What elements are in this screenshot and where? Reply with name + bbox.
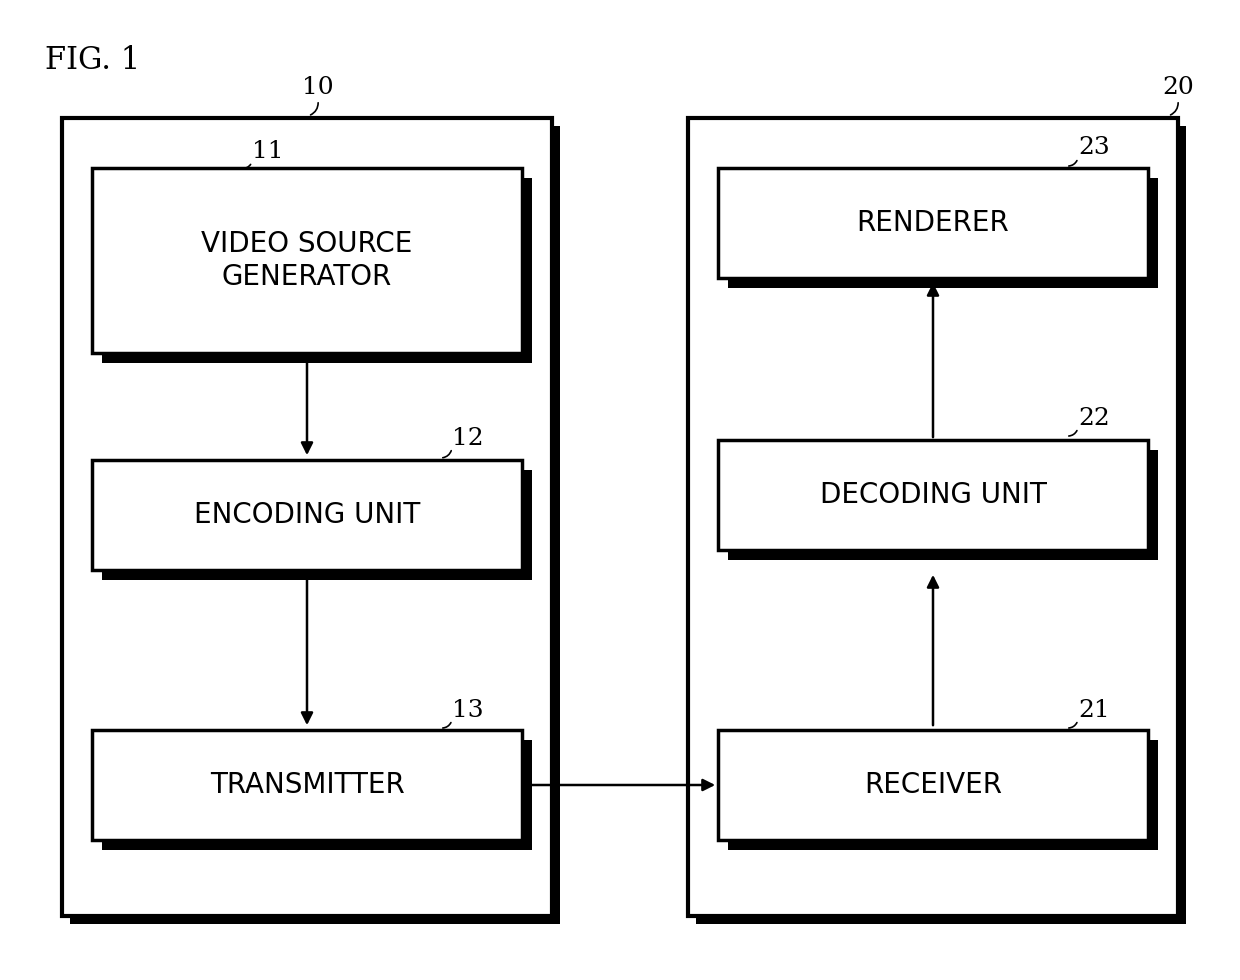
Polygon shape	[728, 178, 1158, 288]
Text: RECEIVER: RECEIVER	[864, 771, 1002, 799]
Polygon shape	[62, 118, 552, 916]
Text: TRANSMITTER: TRANSMITTER	[210, 771, 404, 799]
Polygon shape	[718, 440, 1148, 550]
Polygon shape	[728, 740, 1158, 850]
Text: ENCODING UNIT: ENCODING UNIT	[193, 501, 420, 529]
Polygon shape	[102, 178, 532, 363]
Text: 20: 20	[1162, 76, 1194, 100]
Polygon shape	[92, 460, 522, 570]
Text: 13: 13	[453, 699, 484, 721]
Polygon shape	[92, 168, 522, 353]
Text: FIG. 1: FIG. 1	[45, 45, 140, 76]
Polygon shape	[718, 730, 1148, 840]
Text: RENDERER: RENDERER	[857, 209, 1009, 237]
Text: 21: 21	[1078, 699, 1110, 721]
Text: 23: 23	[1078, 136, 1110, 160]
Text: 12: 12	[453, 426, 484, 450]
Polygon shape	[688, 118, 1178, 916]
Polygon shape	[92, 730, 522, 840]
Text: 11: 11	[252, 140, 284, 164]
Text: 22: 22	[1078, 407, 1110, 429]
Polygon shape	[696, 126, 1185, 924]
Polygon shape	[102, 740, 532, 850]
Polygon shape	[69, 126, 560, 924]
Polygon shape	[728, 450, 1158, 560]
Polygon shape	[102, 470, 532, 580]
Polygon shape	[718, 168, 1148, 278]
Text: VIDEO SOURCE
GENERATOR: VIDEO SOURCE GENERATOR	[201, 230, 413, 291]
Text: 10: 10	[303, 76, 334, 100]
Text: DECODING UNIT: DECODING UNIT	[820, 481, 1047, 509]
